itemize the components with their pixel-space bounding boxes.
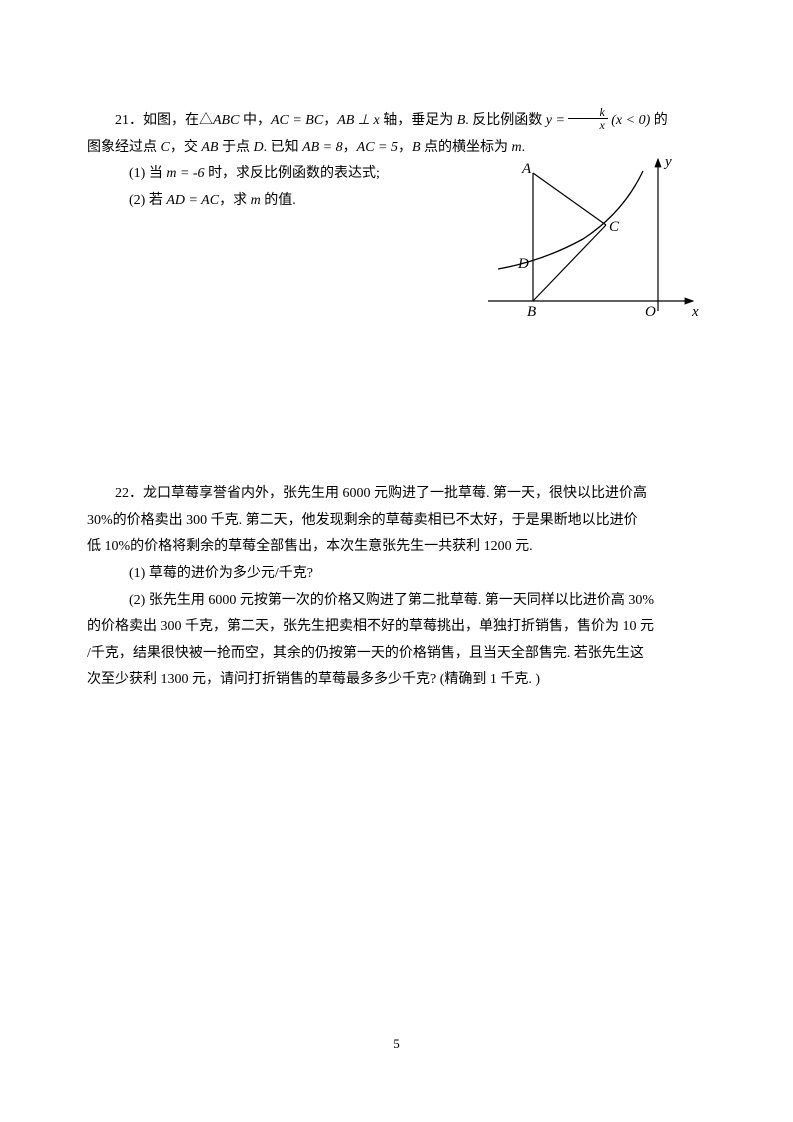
page-number: 5 — [0, 1032, 793, 1057]
label-C: C — [609, 219, 620, 235]
label-D: D — [517, 256, 529, 272]
problem-21: 21．如图，在△ABC 中，AC = BC，AB ⊥ x 轴，垂足为 B. 反比… — [87, 108, 706, 326]
problem21-line1: 21．如图，在△ABC 中，AC = BC，AB ⊥ x 轴，垂足为 B. 反比… — [87, 108, 706, 135]
problem21-part2: (2) 若 AD = AC，求 m 的值. — [87, 188, 470, 215]
problem-22: 22．龙口草莓享誉省内外，张先生用 6000 元购进了一批草莓. 第一天，很快以… — [87, 481, 706, 694]
fraction-k-x: kx — [568, 106, 607, 131]
problem-number: 21 — [115, 113, 129, 128]
segment-BC — [533, 225, 606, 301]
hyperbola-curve — [498, 171, 643, 269]
problem22-line2: 30%的价格卖出 300 千克. 第二天，他发现剩余的草莓卖相已不太好，于是果断… — [87, 508, 706, 535]
label-A: A — [521, 161, 532, 177]
label-B: B — [527, 304, 536, 320]
label-x: x — [691, 304, 699, 320]
segment-AC — [533, 173, 606, 225]
figure-triangle-hyperbola: A B C D O x y — [478, 151, 706, 326]
problem22-part2-line2: 的价格卖出 300 千克，第二天，张先生把卖相不好的草莓挑出，单独打折销售，售价… — [87, 614, 706, 641]
problem21-parts: (1) 当 m = -6 时，求反比例函数的表达式; (2) 若 AD = AC… — [87, 161, 470, 214]
label-y: y — [663, 154, 672, 170]
problem22-line1: 22．龙口草莓享誉省内外，张先生用 6000 元购进了一批草莓. 第一天，很快以… — [87, 481, 706, 508]
problem21-part1: (1) 当 m = -6 时，求反比例函数的表达式; — [87, 161, 470, 188]
problem22-part2-line3: /千克，结果很快被一抢而空，其余的仍按第一天的价格销售，且当天全部售完. 若张先… — [87, 641, 706, 668]
problem21-body: (1) 当 m = -6 时，求反比例函数的表达式; (2) 若 AD = AC… — [87, 161, 706, 326]
problem22-part1: (1) 草莓的进价为多少元/千克? — [87, 561, 706, 588]
problem22-part2-line1: (2) 张先生用 6000 元按第一次的价格又购进了第二批草莓. 第一天同样以比… — [87, 588, 706, 615]
problem-number-22: 22 — [115, 486, 129, 501]
label-O: O — [645, 304, 656, 320]
problem22-part2-line4: 次至少获利 1300 元，请问打折销售的草莓最多多少千克? (精确到 1 千克.… — [87, 667, 706, 694]
problem22-line3: 低 10%的价格将剩余的草莓全部售出，本次生意张先生一共获利 1200 元. — [87, 534, 706, 561]
